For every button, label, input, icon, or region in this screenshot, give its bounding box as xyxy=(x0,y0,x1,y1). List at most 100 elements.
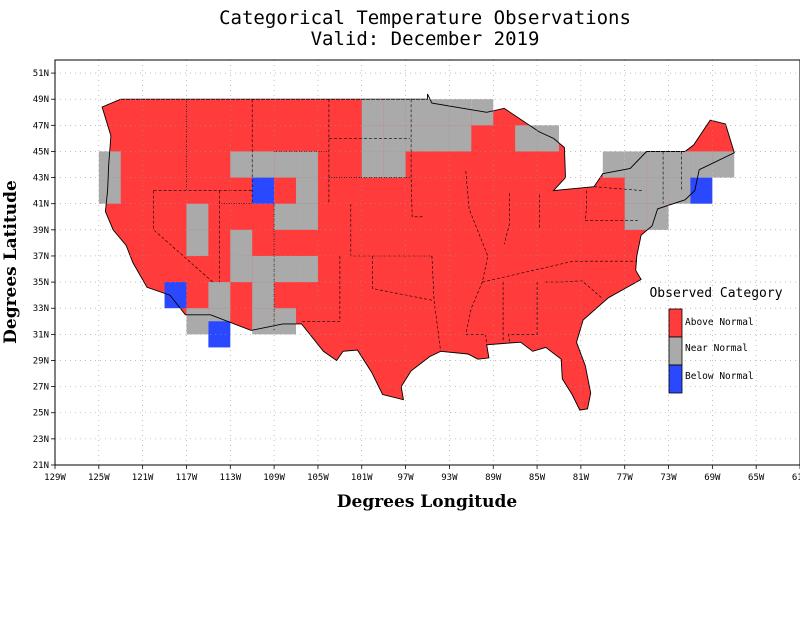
legend-swatch-above xyxy=(668,308,683,338)
state-border xyxy=(465,170,489,345)
y-tick-label: 39N xyxy=(33,226,49,236)
near-normal-cell xyxy=(230,255,253,283)
near-normal-cell xyxy=(646,151,669,178)
below-normal-cell xyxy=(690,177,713,204)
near-normal-cell xyxy=(230,229,253,256)
near-normal-cell xyxy=(252,151,275,178)
x-tick-label: 109W xyxy=(263,473,285,483)
y-tick-label: 45N xyxy=(33,147,49,157)
legend-label-below: Below Normal xyxy=(685,371,754,382)
state-border xyxy=(301,256,341,322)
x-axis-ticks: 129W 125W 121W 117W 113W 109W 105W 101W 97W 93W 89… xyxy=(44,465,800,483)
y-tick-label: 29N xyxy=(33,356,49,366)
state-border xyxy=(593,186,643,191)
near-normal-cell xyxy=(186,308,209,335)
near-normal-cell xyxy=(252,282,275,309)
legend-swatch-near xyxy=(668,336,683,366)
x-tick-label: 121W xyxy=(132,473,154,483)
near-normal-cell xyxy=(296,177,318,204)
state-border xyxy=(482,260,637,283)
x-tick-label: 81W xyxy=(573,473,590,483)
x-tick-label: 129W xyxy=(44,473,66,483)
near-normal-cell xyxy=(646,177,669,204)
y-tick-label: 21N xyxy=(33,461,49,471)
legend-label-near: Near Normal xyxy=(685,343,748,354)
state-border xyxy=(153,190,213,283)
near-normal-cell xyxy=(427,125,450,152)
x-tick-label: 69W xyxy=(704,473,721,483)
x-tick-label: 125W xyxy=(88,473,110,483)
y-tick-label: 51N xyxy=(33,69,49,79)
near-normal-cell xyxy=(537,125,559,152)
near-normal-cell xyxy=(186,203,209,230)
plot-frame xyxy=(54,59,800,466)
near-normal-cell xyxy=(361,151,384,178)
y-tick-label: 49N xyxy=(33,95,49,105)
map-title: Categorical Temperature Observations xyxy=(219,7,631,29)
x-tick-label: 97W xyxy=(397,473,414,483)
below-normal-cell xyxy=(208,321,231,348)
near-normal-cell xyxy=(383,99,406,126)
near-normal-cell xyxy=(405,125,428,152)
below-normal-cell xyxy=(252,177,275,204)
legend-label-above: Above Normal xyxy=(685,317,754,328)
near-normal-cell xyxy=(98,177,121,204)
legend: Observed Category Above Normal Near Norm… xyxy=(649,286,783,394)
x-tick-label: 93W xyxy=(441,473,458,483)
x-tick-label: 117W xyxy=(176,473,198,483)
near-normal-cell xyxy=(515,125,538,152)
x-tick-label: 105W xyxy=(307,473,329,483)
near-normal-cell xyxy=(646,203,669,230)
x-tick-label: 85W xyxy=(529,473,546,483)
y-axis-ticks: 21N 23N 25N 27N 29N 31N 33N 35N 37N 39N 41N 43N 45N 4… xyxy=(33,69,55,471)
conus-border xyxy=(101,93,735,411)
plot-area: 129W 125W 121W 117W 113W 109W 105W 101W 97W 93W 89… xyxy=(33,59,800,483)
y-tick-label: 47N xyxy=(33,121,49,131)
y-tick-label: 31N xyxy=(33,330,49,340)
legend-title: Observed Category xyxy=(649,286,782,301)
near-normal-cell xyxy=(274,308,297,335)
near-normal-cell xyxy=(296,151,318,178)
y-tick-label: 41N xyxy=(33,200,49,210)
x-tick-label: 113W xyxy=(219,473,241,483)
near-normal-cell xyxy=(252,308,275,335)
near-normal-cell xyxy=(449,99,472,126)
y-tick-label: 33N xyxy=(33,304,49,314)
near-normal-cell xyxy=(712,151,735,178)
near-normal-cell xyxy=(230,151,253,178)
near-normal-cell xyxy=(296,203,318,230)
near-normal-cell xyxy=(361,125,384,152)
state-border xyxy=(503,193,511,245)
near-normal-cell xyxy=(252,255,275,283)
near-normal-cell xyxy=(602,151,625,178)
near-normal-cell xyxy=(624,151,647,178)
state-border xyxy=(431,255,441,352)
near-normal-cell xyxy=(405,99,428,126)
state-border xyxy=(508,282,538,344)
y-axis-label: Degrees Latitude xyxy=(1,180,21,344)
state-border xyxy=(544,280,602,299)
state-border xyxy=(584,190,638,221)
near-normal-cell xyxy=(624,177,647,204)
near-normal-cell xyxy=(98,151,121,178)
near-normal-cell xyxy=(186,229,209,256)
legend-swatch-below xyxy=(668,364,683,394)
near-normal-cell xyxy=(668,177,691,204)
state-border xyxy=(372,256,434,301)
near-normal-cell xyxy=(361,99,384,126)
near-normal-cell xyxy=(624,203,647,230)
near-normal-cell xyxy=(668,151,691,178)
near-normal-cell xyxy=(427,99,450,126)
y-tick-label: 37N xyxy=(33,252,49,262)
near-normal-cell xyxy=(274,203,297,230)
map-subtitle: Valid: December 2019 xyxy=(311,28,540,50)
y-tick-label: 25N xyxy=(33,409,49,419)
y-tick-label: 23N xyxy=(33,435,49,445)
near-normal-cell xyxy=(274,151,297,178)
near-normal-cell xyxy=(449,125,472,152)
near-normal-cell xyxy=(690,151,713,178)
y-tick-label: 35N xyxy=(33,278,49,288)
near-normal-cell xyxy=(471,99,494,126)
near-normal-cell xyxy=(208,282,231,309)
